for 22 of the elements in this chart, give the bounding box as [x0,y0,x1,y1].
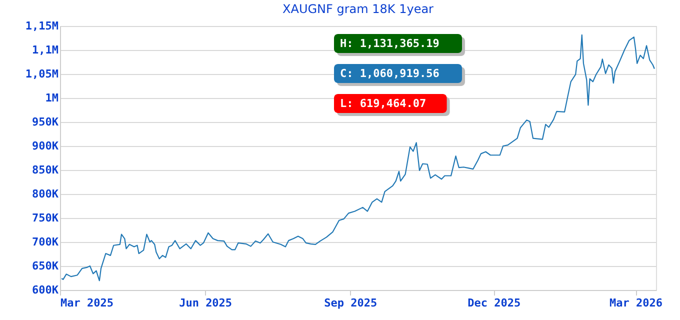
x-tick-label: Sep 2025 [324,296,378,310]
x-tick-label: Dec 2025 [468,296,521,310]
y-tick-label: 600K [32,284,59,296]
x-tick-label: Mar 2025 [60,296,114,310]
line-series [61,34,655,282]
y-tick-label: 950K [32,116,59,128]
y-tick-label: 750K [32,212,59,224]
y-tick-label: 1M [45,92,59,104]
x-tick-label: Mar 2026 [610,296,663,310]
annotation: H: 1,131,365.19 [340,37,440,50]
y-tick-label: 650K [32,260,59,272]
y-tick-label: 800K [32,188,59,200]
chart-title: XAUGNF gram 18K 1year [282,2,434,16]
x-tick-label: Jun 2025 [179,296,232,310]
y-tick-label: 1,05M [25,68,59,80]
annotation: C: 1,060,919.56 [340,67,440,80]
annotation: L: 619,464.07 [340,97,426,110]
y-tick-label: 1,15M [25,20,59,32]
y-tick-label: 1,1M [32,44,59,56]
y-tick-label: 900K [32,140,59,152]
y-tick-label: 700K [32,236,59,248]
y-tick-label: 850K [32,164,59,176]
